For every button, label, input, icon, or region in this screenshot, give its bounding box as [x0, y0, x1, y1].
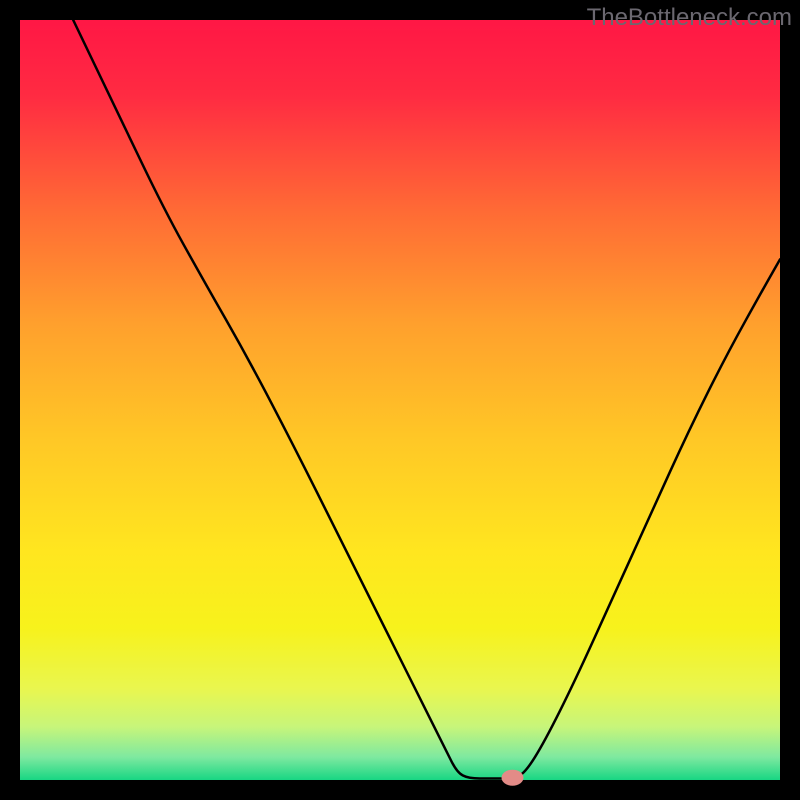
optimal-point-marker [502, 770, 524, 786]
chart-gradient-background [20, 20, 780, 780]
chart-container: TheBottleneck.com [0, 0, 800, 800]
watermark-text: TheBottleneck.com [587, 4, 792, 32]
bottleneck-chart [0, 0, 800, 800]
